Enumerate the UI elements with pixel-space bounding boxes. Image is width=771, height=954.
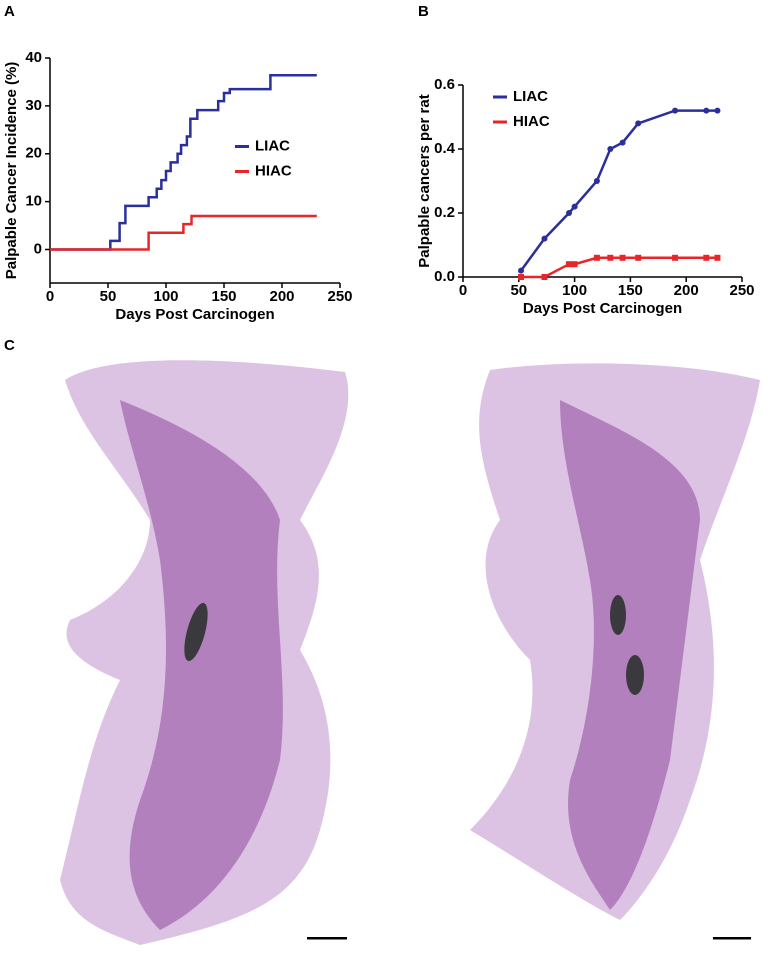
x-tick-label: 50 [510,282,527,299]
series-line [50,73,317,251]
legend-label: LIAC [255,137,290,154]
whole-mount-image [60,360,760,945]
series-line [521,256,718,279]
marker [541,274,548,280]
marker [607,254,614,261]
marker [607,146,614,152]
series-line [50,214,317,251]
gland-tree [560,400,700,910]
marker [619,139,626,146]
marker [593,254,600,261]
y-tick-label: 0 [34,240,42,257]
panel-label: B [418,3,429,20]
x-tick-label: 200 [269,288,294,305]
marker [714,254,721,261]
tumor [626,655,644,695]
marker [593,178,600,184]
y-tick-label: 10 [25,193,42,210]
legend-label: LIAC [513,88,548,105]
marker [518,274,525,280]
x-tick-label: 200 [674,282,699,299]
series-line [520,109,718,272]
y-tick-label: 0.2 [434,204,455,221]
scale-bar [713,937,751,940]
marker [672,107,679,114]
marker [619,254,626,261]
marker [635,254,642,261]
y-tick-label: 0.6 [434,76,455,93]
y-axis-label: Palpable Cancer Incidence (%) [3,62,20,280]
marker [541,235,548,242]
x-tick-label: 0 [46,288,54,305]
x-tick-label: 100 [153,288,178,305]
panel-label: A [4,3,15,20]
x-tick-label: 150 [211,288,236,305]
x-tick-label: 250 [327,288,352,305]
x-tick-label: 0 [459,282,467,299]
y-axis-label: Palpable cancers per rat [416,94,433,267]
legend-label: HIAC [513,113,550,130]
marker [703,254,710,261]
x-tick-label: 250 [729,282,754,299]
marker [703,107,710,114]
y-tick-label: 0.0 [434,268,455,285]
marker [571,261,578,268]
y-tick-label: 30 [25,97,42,114]
marker [635,120,642,127]
marker [571,203,578,210]
legend-label: HIAC [255,162,292,179]
gland-tree [120,400,283,930]
scale-bar [307,937,347,940]
x-tick-label: 150 [618,282,643,299]
x-tick-label: 50 [100,288,117,305]
marker [566,261,573,268]
tumor [610,595,626,635]
x-axis-label: Days Post Carcinogen [523,300,682,317]
y-tick-label: 0.4 [434,140,456,157]
marker [672,254,679,261]
y-tick-label: 40 [25,49,42,66]
y-tick-label: 20 [25,145,42,162]
tumor [184,602,208,662]
marker [566,210,573,216]
marker [518,267,525,274]
x-axis-label: Days Post Carcinogen [115,306,274,323]
x-tick-label: 100 [562,282,587,299]
panel-label: C [4,337,15,354]
marker [714,107,721,114]
